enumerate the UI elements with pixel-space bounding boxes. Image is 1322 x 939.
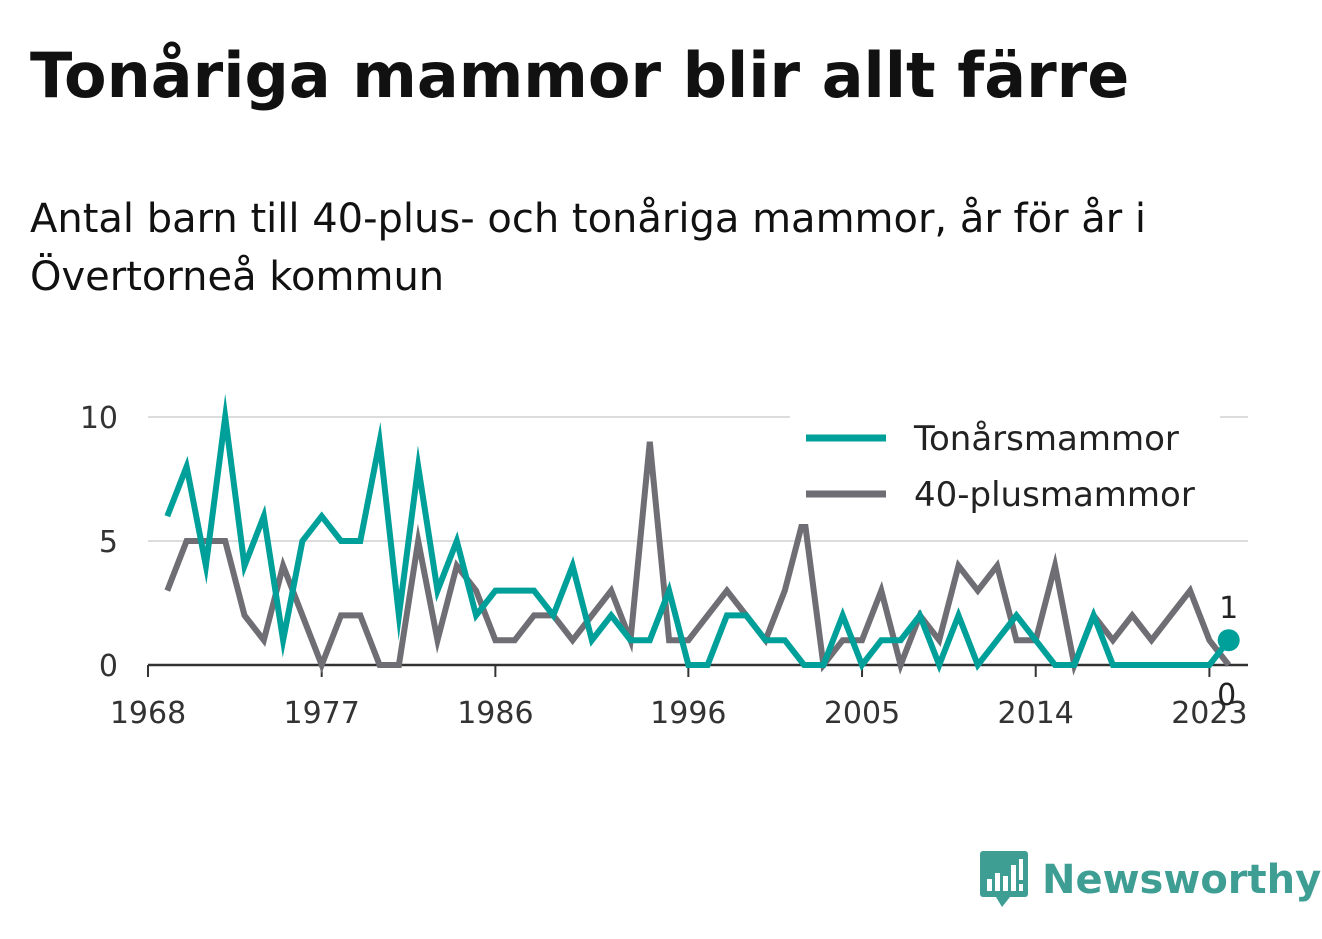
end-labels: 10 — [1217, 591, 1240, 713]
brand-name: Newsworthy — [1042, 857, 1322, 903]
x-tick-label: 1968 — [110, 696, 186, 731]
legend-label: Tonårsmammor — [913, 419, 1179, 459]
y-tick-label: 5 — [99, 525, 118, 560]
legend: Tonårsmammor 40-plusmammor — [790, 412, 1220, 524]
series-line-tonarsmammor — [164, 393, 1232, 674]
end-label-plusmammor: 0 — [1217, 678, 1236, 713]
brand-logo: Newsworthy — [980, 850, 1321, 910]
series-lines — [164, 393, 1232, 676]
legend-label: 40-plusmammor — [914, 475, 1195, 515]
y-axis-tick-labels: 0 5 10 — [80, 401, 118, 684]
page-title: Tonåriga mammor blir allt färre — [30, 39, 1130, 112]
x-tick-label: 1996 — [650, 696, 726, 731]
y-tick-label: 0 — [99, 649, 118, 684]
page-subtitle: Antal barn till 40-plus- och tonåriga ma… — [30, 196, 1147, 300]
legend-background — [790, 412, 1220, 524]
newsworthy-logo-icon — [980, 851, 1028, 907]
x-tick-label: 2014 — [998, 696, 1074, 731]
x-tick-label: 2023 — [1171, 696, 1247, 731]
x-axis-tick-labels: 1968 1977 1986 1996 2005 2014 2023 — [110, 696, 1248, 731]
end-marker — [1217, 629, 1240, 652]
end-label-tonarsmammor: 1 — [1219, 591, 1238, 626]
y-tick-label: 10 — [80, 401, 118, 436]
x-tick-label: 2005 — [824, 696, 900, 731]
series-line-plusmammor — [164, 441, 1232, 676]
x-tick-label: 1977 — [284, 696, 360, 731]
x-tick-label: 1986 — [457, 696, 533, 731]
